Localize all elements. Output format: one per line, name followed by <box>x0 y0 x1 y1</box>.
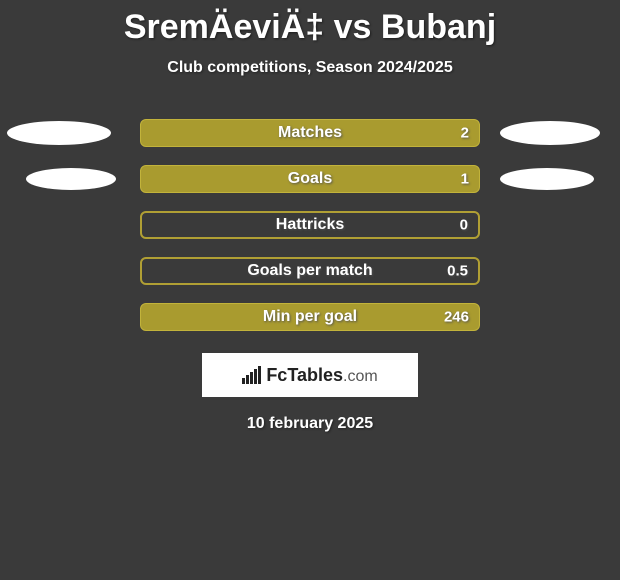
stat-row: Goals per match 0.5 <box>0 257 620 285</box>
stat-label: Goals per match <box>247 262 372 280</box>
stat-label: Hattricks <box>276 216 344 234</box>
stat-bar: Goals 1 <box>140 165 480 193</box>
stat-bar: Hattricks 0 <box>140 211 480 239</box>
infographic-container: SremÄeviÄ‡ vs Bubanj Club competitions, … <box>0 0 620 580</box>
stat-value: 0.5 <box>447 263 468 280</box>
brand-ext: .com <box>343 368 378 385</box>
date-label: 10 february 2025 <box>247 415 373 433</box>
ellipse-left <box>26 168 116 190</box>
stat-row: Goals 1 <box>0 165 620 193</box>
subtitle: Club competitions, Season 2024/2025 <box>167 59 452 77</box>
ellipse-right <box>500 168 594 190</box>
stat-label: Min per goal <box>263 308 357 326</box>
stat-bar: Matches 2 <box>140 119 480 147</box>
stat-value: 246 <box>444 309 469 326</box>
stat-row: Hattricks 0 <box>0 211 620 239</box>
ellipse-right <box>500 121 600 145</box>
stats-list: Matches 2 Goals 1 Hattricks 0 Goals per match 0… <box>0 119 620 331</box>
stat-row: Matches 2 <box>0 119 620 147</box>
bar-chart-icon <box>242 366 262 384</box>
stat-bar: Min per goal 246 <box>140 303 480 331</box>
stat-row: Min per goal 246 <box>0 303 620 331</box>
brand-text: FcTables.com <box>266 365 377 386</box>
stat-value: 2 <box>461 125 469 142</box>
page-title: SremÄeviÄ‡ vs Bubanj <box>124 8 496 47</box>
stat-label: Goals <box>288 170 332 188</box>
stat-bar: Goals per match 0.5 <box>140 257 480 285</box>
vs-separator: vs <box>324 8 381 46</box>
stat-value: 1 <box>461 171 469 188</box>
ellipse-left <box>7 121 111 145</box>
brand-name: FcTables <box>266 365 343 385</box>
brand-badge[interactable]: FcTables.com <box>202 353 418 397</box>
stat-value: 0 <box>460 217 468 234</box>
player-a-name: SremÄeviÄ‡ <box>124 8 324 46</box>
player-b-name: Bubanj <box>381 8 496 46</box>
stat-label: Matches <box>278 124 342 142</box>
